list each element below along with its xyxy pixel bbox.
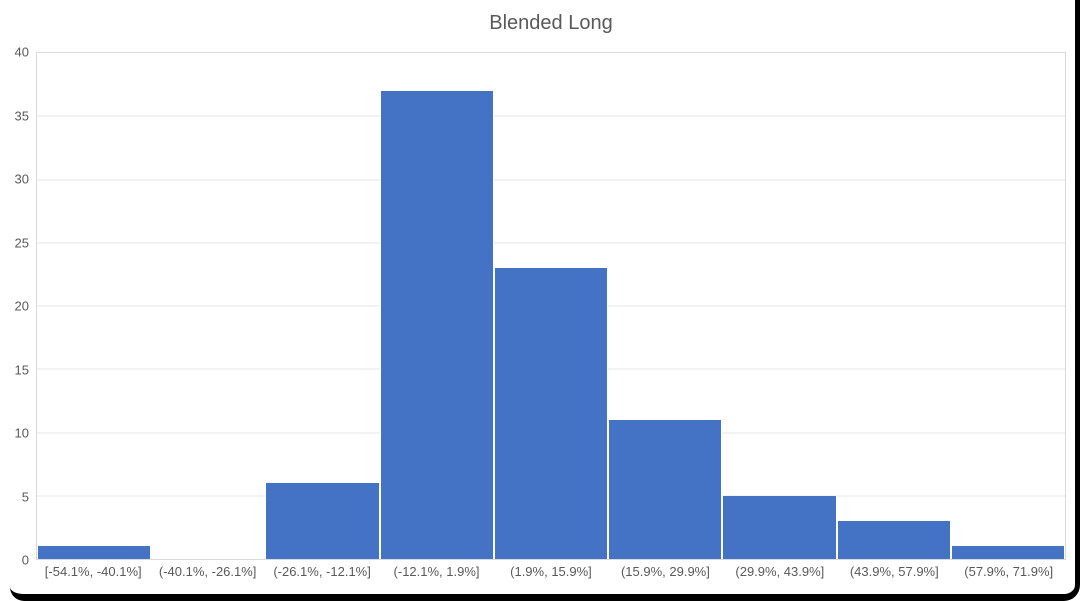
histogram-bar xyxy=(950,546,1065,559)
gridline xyxy=(37,115,1065,117)
x-tick-label: (43.9%, 57.9%] xyxy=(849,564,939,579)
gridline xyxy=(37,242,1065,244)
x-tick-label: [-54.1%, -40.1%] xyxy=(44,564,142,579)
bars xyxy=(37,53,1065,559)
y-tick-label: 30 xyxy=(14,171,29,187)
x-tick-label: (-12.1%, 1.9%] xyxy=(393,564,480,579)
x-tick-label: (-26.1%, -12.1%] xyxy=(273,564,371,579)
bar-cell xyxy=(265,53,380,559)
x-axis-labels: [-54.1%, -40.1%] (-40.1%, -26.1%] (-26.1%,… xyxy=(36,564,1066,586)
y-tick-label: 10 xyxy=(14,425,29,441)
plot-area xyxy=(36,52,1066,560)
histogram-bar xyxy=(608,419,723,559)
histogram-bar xyxy=(265,483,380,559)
y-tick-label: 40 xyxy=(14,44,29,60)
y-tick-label: 15 xyxy=(14,362,29,377)
bar-cell xyxy=(722,53,837,559)
y-tick-label: 35 xyxy=(14,108,29,123)
bar-cell xyxy=(836,53,951,559)
chart-title: Blended Long xyxy=(489,12,613,34)
x-tick-label: (29.9%, 43.9%] xyxy=(735,564,825,579)
y-tick-label: 5 xyxy=(21,489,29,504)
histogram-bar xyxy=(722,495,837,559)
histogram-bar xyxy=(493,268,609,559)
y-tick-label: 25 xyxy=(14,235,29,250)
bar-cell xyxy=(379,53,494,559)
histogram-bar xyxy=(379,90,494,559)
histogram-bar xyxy=(37,546,152,559)
gridline xyxy=(37,179,1065,180)
y-axis-labels: 0 5 10 15 20 25 30 35 40 xyxy=(0,45,29,568)
bar-cell xyxy=(608,53,723,559)
x-tick-label: (1.9%, 15.9%] xyxy=(510,564,592,579)
x-tick-label: (15.9%, 29.9%] xyxy=(620,564,710,579)
bar-cell xyxy=(950,53,1065,559)
x-tick-label: (-40.1%, -26.1%] xyxy=(158,564,257,579)
bar-cell xyxy=(151,53,265,559)
y-tick-label: 0 xyxy=(21,552,29,568)
bar-cell xyxy=(37,53,152,559)
x-tick-label: (57.9%, 71.9%] xyxy=(964,564,1054,579)
histogram-bar xyxy=(836,521,951,559)
y-tick-label: 20 xyxy=(14,298,29,314)
bar-cell xyxy=(493,53,609,559)
